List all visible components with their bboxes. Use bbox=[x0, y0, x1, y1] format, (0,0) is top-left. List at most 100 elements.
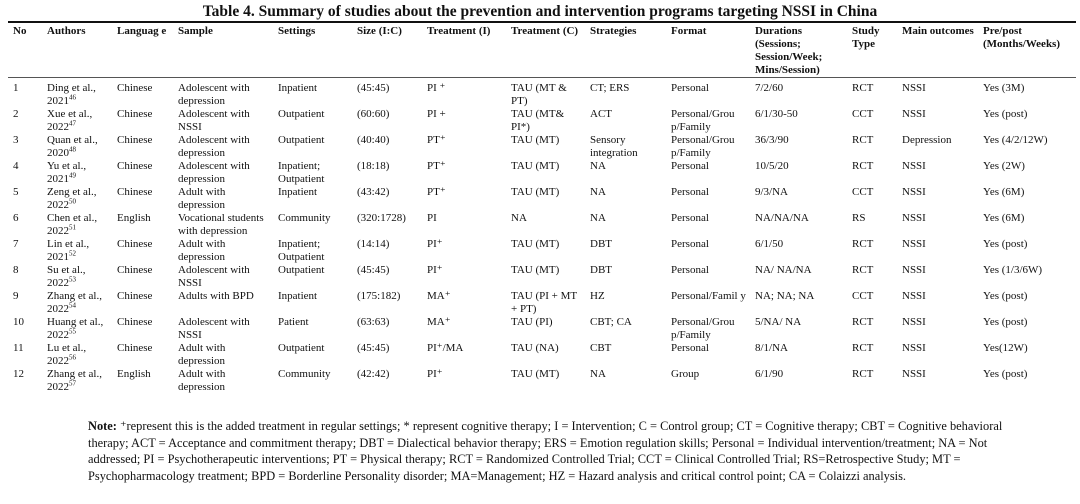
cell-type: CCT bbox=[852, 186, 874, 198]
cell-type: CCT bbox=[852, 108, 874, 120]
cell-sample: Adult with depression bbox=[178, 368, 226, 393]
author-name: Huang et al., 2022 bbox=[47, 316, 104, 341]
cell-durations: 5/NA/ NA bbox=[755, 316, 802, 328]
cell-no: 8 bbox=[13, 264, 19, 276]
cell-prepost: Yes (6M) bbox=[983, 186, 1025, 198]
cell-ti: PT⁺ bbox=[427, 160, 446, 172]
cell-author: Quan et al., 202048 bbox=[42, 134, 112, 160]
cell-sample: Vocational students with depression bbox=[178, 212, 264, 237]
cell-size: (42:42) bbox=[357, 368, 390, 380]
cell-sample: Adolescent with depression bbox=[178, 82, 250, 107]
cell-ti: PI bbox=[427, 212, 437, 224]
cell-outcome: NSSI bbox=[902, 82, 926, 94]
cell-prepost: Yes (3M) bbox=[983, 82, 1025, 94]
cell-no: 5 bbox=[13, 186, 19, 198]
reference-number: 50 bbox=[69, 197, 76, 206]
table-row: 7 Lin et al., 202152 Chinese Adult with dep… bbox=[8, 238, 1076, 264]
cell-tc: TAU (PI) bbox=[511, 316, 553, 328]
cell-ti: MA⁺ bbox=[427, 316, 451, 328]
cell-format: Personal bbox=[671, 160, 709, 172]
cell-format: Personal/Grou p/Family bbox=[671, 134, 735, 159]
cell-size: (175:182) bbox=[357, 290, 401, 302]
cell-tc: TAU (MT) bbox=[511, 134, 560, 146]
cell-author: Zhang et al., 202257 bbox=[42, 368, 112, 394]
cell-durations: 6/1/90 bbox=[755, 368, 784, 380]
cell-lang: Chinese bbox=[117, 160, 153, 172]
cell-sample: Adult with depression bbox=[178, 238, 226, 263]
author-name: Zeng et al., 2022 bbox=[47, 186, 97, 211]
author-name: Zhang et al., 2022 bbox=[47, 290, 102, 315]
column-header: Size (I:C) bbox=[352, 24, 422, 78]
cell-tc: TAU (PI + MT + PT) bbox=[511, 290, 577, 315]
cell-strategies: ACT bbox=[590, 108, 612, 120]
cell-format: Personal bbox=[671, 264, 709, 276]
cell-author: Zhang et al., 202254 bbox=[42, 290, 112, 316]
cell-format: Personal bbox=[671, 238, 709, 250]
cell-type: RS bbox=[852, 212, 866, 224]
cell-lang: Chinese bbox=[117, 238, 153, 250]
cell-type: RCT bbox=[852, 342, 874, 354]
cell-sample: Adolescent with NSSI bbox=[178, 108, 250, 133]
cell-outcome: NSSI bbox=[902, 264, 926, 276]
cell-format: Personal bbox=[671, 212, 709, 224]
cell-settings: Inpatient bbox=[278, 82, 318, 94]
cell-durations: 36/3/90 bbox=[755, 134, 789, 146]
cell-size: (320:1728) bbox=[357, 212, 406, 224]
cell-lang: Chinese bbox=[117, 264, 153, 276]
cell-type: RCT bbox=[852, 134, 874, 146]
cell-lang: Chinese bbox=[117, 316, 153, 328]
column-header: No bbox=[8, 24, 42, 78]
author-name: Ding et al., 2021 bbox=[47, 82, 96, 107]
cell-strategies: DBT bbox=[590, 238, 612, 250]
cell-settings: Patient bbox=[278, 316, 309, 328]
cell-size: (18:18) bbox=[357, 160, 390, 172]
cell-no: 3 bbox=[13, 134, 19, 146]
cell-author: Yu et al., 202149 bbox=[42, 160, 112, 186]
cell-tc: NA bbox=[511, 212, 527, 224]
cell-lang: Chinese bbox=[117, 342, 153, 354]
reference-number: 52 bbox=[69, 249, 76, 258]
table-row: 8 Su et al., 202253 Chinese Adolescent with… bbox=[8, 264, 1076, 290]
cell-sample: Adolescent with depression bbox=[178, 160, 250, 185]
column-header: Main outcomes bbox=[897, 24, 978, 78]
cell-author: Zeng et al., 202250 bbox=[42, 186, 112, 212]
cell-type: RCT bbox=[852, 316, 874, 328]
author-name: Xue et al., 2022 bbox=[47, 108, 93, 133]
column-header: Durations (Sessions; Session/Week; Mins/… bbox=[750, 24, 847, 78]
cell-settings: Inpatient; Outpatient bbox=[278, 238, 325, 263]
table-row: 2 Xue et al., 202247 Chinese Adolescent wit… bbox=[8, 108, 1076, 134]
cell-outcome: NSSI bbox=[902, 212, 926, 224]
reference-number: 57 bbox=[69, 379, 76, 388]
cell-format: Personal bbox=[671, 82, 709, 94]
cell-durations: NA/NA/NA bbox=[755, 212, 809, 224]
cell-type: CCT bbox=[852, 290, 874, 302]
cell-strategies: NA bbox=[590, 212, 606, 224]
cell-durations: 9/3/NA bbox=[755, 186, 788, 198]
cell-outcome: NSSI bbox=[902, 316, 926, 328]
cell-author: Su et al., 202253 bbox=[42, 264, 112, 290]
cell-settings: Community bbox=[278, 368, 331, 380]
cell-ti: PI⁺/MA bbox=[427, 342, 464, 354]
cell-no: 2 bbox=[13, 108, 19, 120]
cell-format: Personal bbox=[671, 186, 709, 198]
cell-prepost: Yes (post) bbox=[983, 368, 1028, 380]
cell-prepost: Yes (6M) bbox=[983, 212, 1025, 224]
cell-type: RCT bbox=[852, 368, 874, 380]
cell-size: (45:45) bbox=[357, 342, 390, 354]
cell-outcome: NSSI bbox=[902, 186, 926, 198]
cell-format: Personal/Grou p/Family bbox=[671, 316, 735, 341]
cell-no: 11 bbox=[13, 342, 24, 354]
reference-number: 48 bbox=[69, 145, 76, 154]
cell-tc: TAU (MT) bbox=[511, 368, 560, 380]
cell-no: 9 bbox=[13, 290, 19, 302]
cell-lang: Chinese bbox=[117, 186, 153, 198]
cell-outcome: NSSI bbox=[902, 342, 926, 354]
header-row: No Authors Languag e Sample Settings Size (I:… bbox=[8, 24, 1076, 78]
cell-format: Group bbox=[671, 368, 700, 380]
cell-settings: Inpatient bbox=[278, 186, 318, 198]
cell-outcome: NSSI bbox=[902, 368, 926, 380]
cell-strategies: HZ bbox=[590, 290, 605, 302]
cell-tc: TAU (MT) bbox=[511, 186, 560, 198]
cell-size: (63:63) bbox=[357, 316, 390, 328]
cell-strategies: CBT bbox=[590, 342, 612, 354]
